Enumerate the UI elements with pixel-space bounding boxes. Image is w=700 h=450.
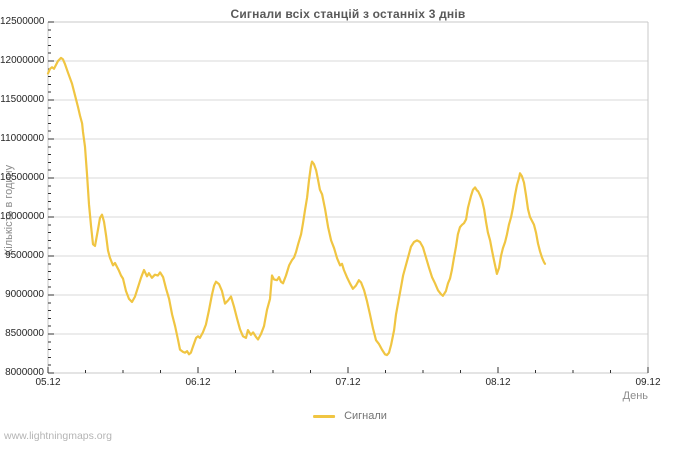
y-tick-label: 8500000 [5, 328, 44, 339]
y-tick-label: 9000000 [5, 289, 44, 300]
x-tick-label: 09.12 [635, 377, 661, 388]
x-tick-label: 08.12 [485, 377, 511, 388]
series-line-signals [46, 56, 547, 357]
legend-line-swatch [313, 414, 336, 418]
x-tick-label: 05.12 [35, 377, 61, 388]
y-tick-label: 9500000 [5, 250, 44, 261]
x-axis-title: День [622, 390, 648, 402]
chart-title: Сигнали всіх станцій з останніх 3 днів [230, 7, 466, 21]
y-tick-label: 8000000 [5, 367, 44, 378]
legend-label: Сигнали [344, 410, 387, 422]
y-tick-label: 12500000 [0, 16, 45, 27]
x-tick-label: 06.12 [185, 377, 211, 388]
x-tick-label: 07.12 [335, 377, 361, 388]
y-tick-label: 11500000 [0, 94, 44, 105]
y-tick-label: 11000000 [0, 133, 44, 144]
y-tick-label: 12000000 [0, 55, 45, 66]
y-tick-label: 10000000 [0, 211, 45, 222]
legend: Сигнали [313, 410, 387, 422]
watermark-link[interactable]: www.lightningmaps.org [4, 430, 112, 442]
y-tick-label: 10500000 [0, 172, 45, 183]
